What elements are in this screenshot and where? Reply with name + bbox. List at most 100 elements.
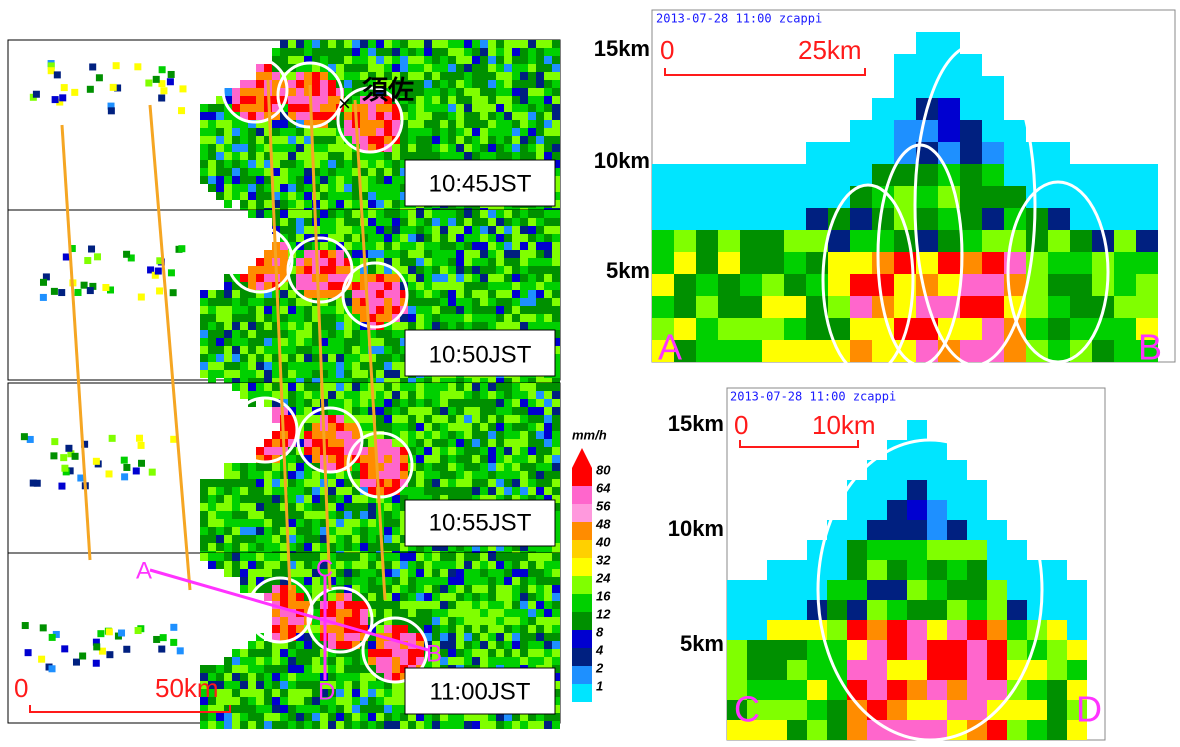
radar-cell [464, 463, 472, 471]
radar-cell [520, 601, 528, 609]
radar-cell [552, 609, 560, 617]
radar-cell [336, 511, 344, 519]
radar-cell [360, 112, 368, 120]
radar-cell [408, 274, 416, 282]
radar-cell [528, 72, 536, 80]
radar-cell [392, 463, 400, 471]
radar-cell [336, 322, 344, 330]
radar-cell [248, 383, 256, 391]
radar-cell [240, 290, 248, 298]
radar-cell [472, 258, 480, 266]
radar-cell [408, 48, 416, 56]
echo-cell [696, 186, 718, 208]
radar-cell [312, 439, 320, 447]
radar-cell [552, 306, 560, 314]
radar-cell [328, 625, 336, 633]
radar-cell [320, 210, 328, 218]
radar-cell [208, 721, 216, 729]
radar-cell [312, 88, 320, 96]
radar-cell [528, 423, 536, 431]
radar-cell [232, 511, 240, 519]
radar-cell [384, 423, 392, 431]
radar-cell [288, 88, 296, 96]
radar-cell [496, 306, 504, 314]
radar-cell [328, 210, 336, 218]
radar-cell [496, 447, 504, 455]
radar-cell [296, 553, 304, 561]
radar-cell [496, 649, 504, 657]
radar-cell [248, 689, 256, 697]
radar-cell [344, 330, 352, 338]
radar-cell [360, 391, 368, 399]
radar-cell [248, 649, 256, 657]
radar-cell [256, 681, 264, 689]
radar-cell [264, 561, 272, 569]
radar-cell [536, 210, 544, 218]
radar-cell [552, 471, 560, 479]
radar-cell [440, 88, 448, 96]
radar-cell [504, 601, 512, 609]
radar-cell [552, 383, 560, 391]
echo-cell [828, 164, 850, 186]
radar-cell [216, 314, 224, 322]
echo-cell [787, 580, 807, 600]
radar-cell [232, 338, 240, 346]
radar-cell [464, 439, 472, 447]
echo-cell [847, 540, 867, 560]
radar-cell [400, 431, 408, 439]
radar-cell [232, 306, 240, 314]
radar-cell [296, 495, 304, 503]
radar-cell [272, 527, 280, 535]
radar-cell [344, 633, 352, 641]
radar-cell [376, 649, 384, 657]
radar-cell [344, 160, 352, 168]
radar-cell [352, 200, 360, 208]
radar-cell [200, 346, 208, 354]
radar-cell [496, 136, 504, 144]
radar-cell [520, 218, 528, 226]
radar-cell [200, 120, 208, 128]
radar-cell [296, 713, 304, 721]
echo-cell [960, 98, 982, 120]
radar-cell [216, 535, 224, 543]
radar-cell [384, 184, 392, 192]
radar-cell [344, 561, 352, 569]
radar-cell [488, 48, 496, 56]
echo-cell [872, 120, 894, 142]
radar-cell [376, 184, 384, 192]
radar-cell [360, 585, 368, 593]
radar-cell [480, 439, 488, 447]
radar-cell [178, 107, 185, 114]
radar-cell [520, 391, 528, 399]
radar-cell [504, 439, 512, 447]
radar-cell [336, 657, 344, 665]
echo-cell [1048, 142, 1070, 164]
radar-cell [312, 503, 320, 511]
radar-cell [272, 479, 280, 487]
radar-cell [544, 306, 552, 314]
radar-cell [416, 601, 424, 609]
radar-cell [272, 370, 280, 378]
echo-cell [1047, 680, 1067, 700]
radar-cell [312, 519, 320, 527]
radar-cell [304, 721, 312, 729]
radar-cell [240, 104, 248, 112]
radar-cell [384, 298, 392, 306]
radar-cell [440, 561, 448, 569]
echo-cell [696, 340, 718, 362]
radar-cell [536, 258, 544, 266]
echo-cell [850, 296, 872, 318]
radar-cell [456, 104, 464, 112]
radar-cell [304, 144, 312, 152]
radar-cell [392, 447, 400, 455]
radar-cell [480, 64, 488, 72]
radar-cell [248, 463, 256, 471]
radar-cell [79, 652, 86, 659]
radar-cell [504, 112, 512, 120]
radar-cell [440, 569, 448, 577]
radar-cell [248, 168, 256, 176]
legend-label: 48 [595, 516, 611, 531]
radar-cell [288, 625, 296, 633]
radar-cell [224, 120, 232, 128]
radar-cell [488, 226, 496, 234]
